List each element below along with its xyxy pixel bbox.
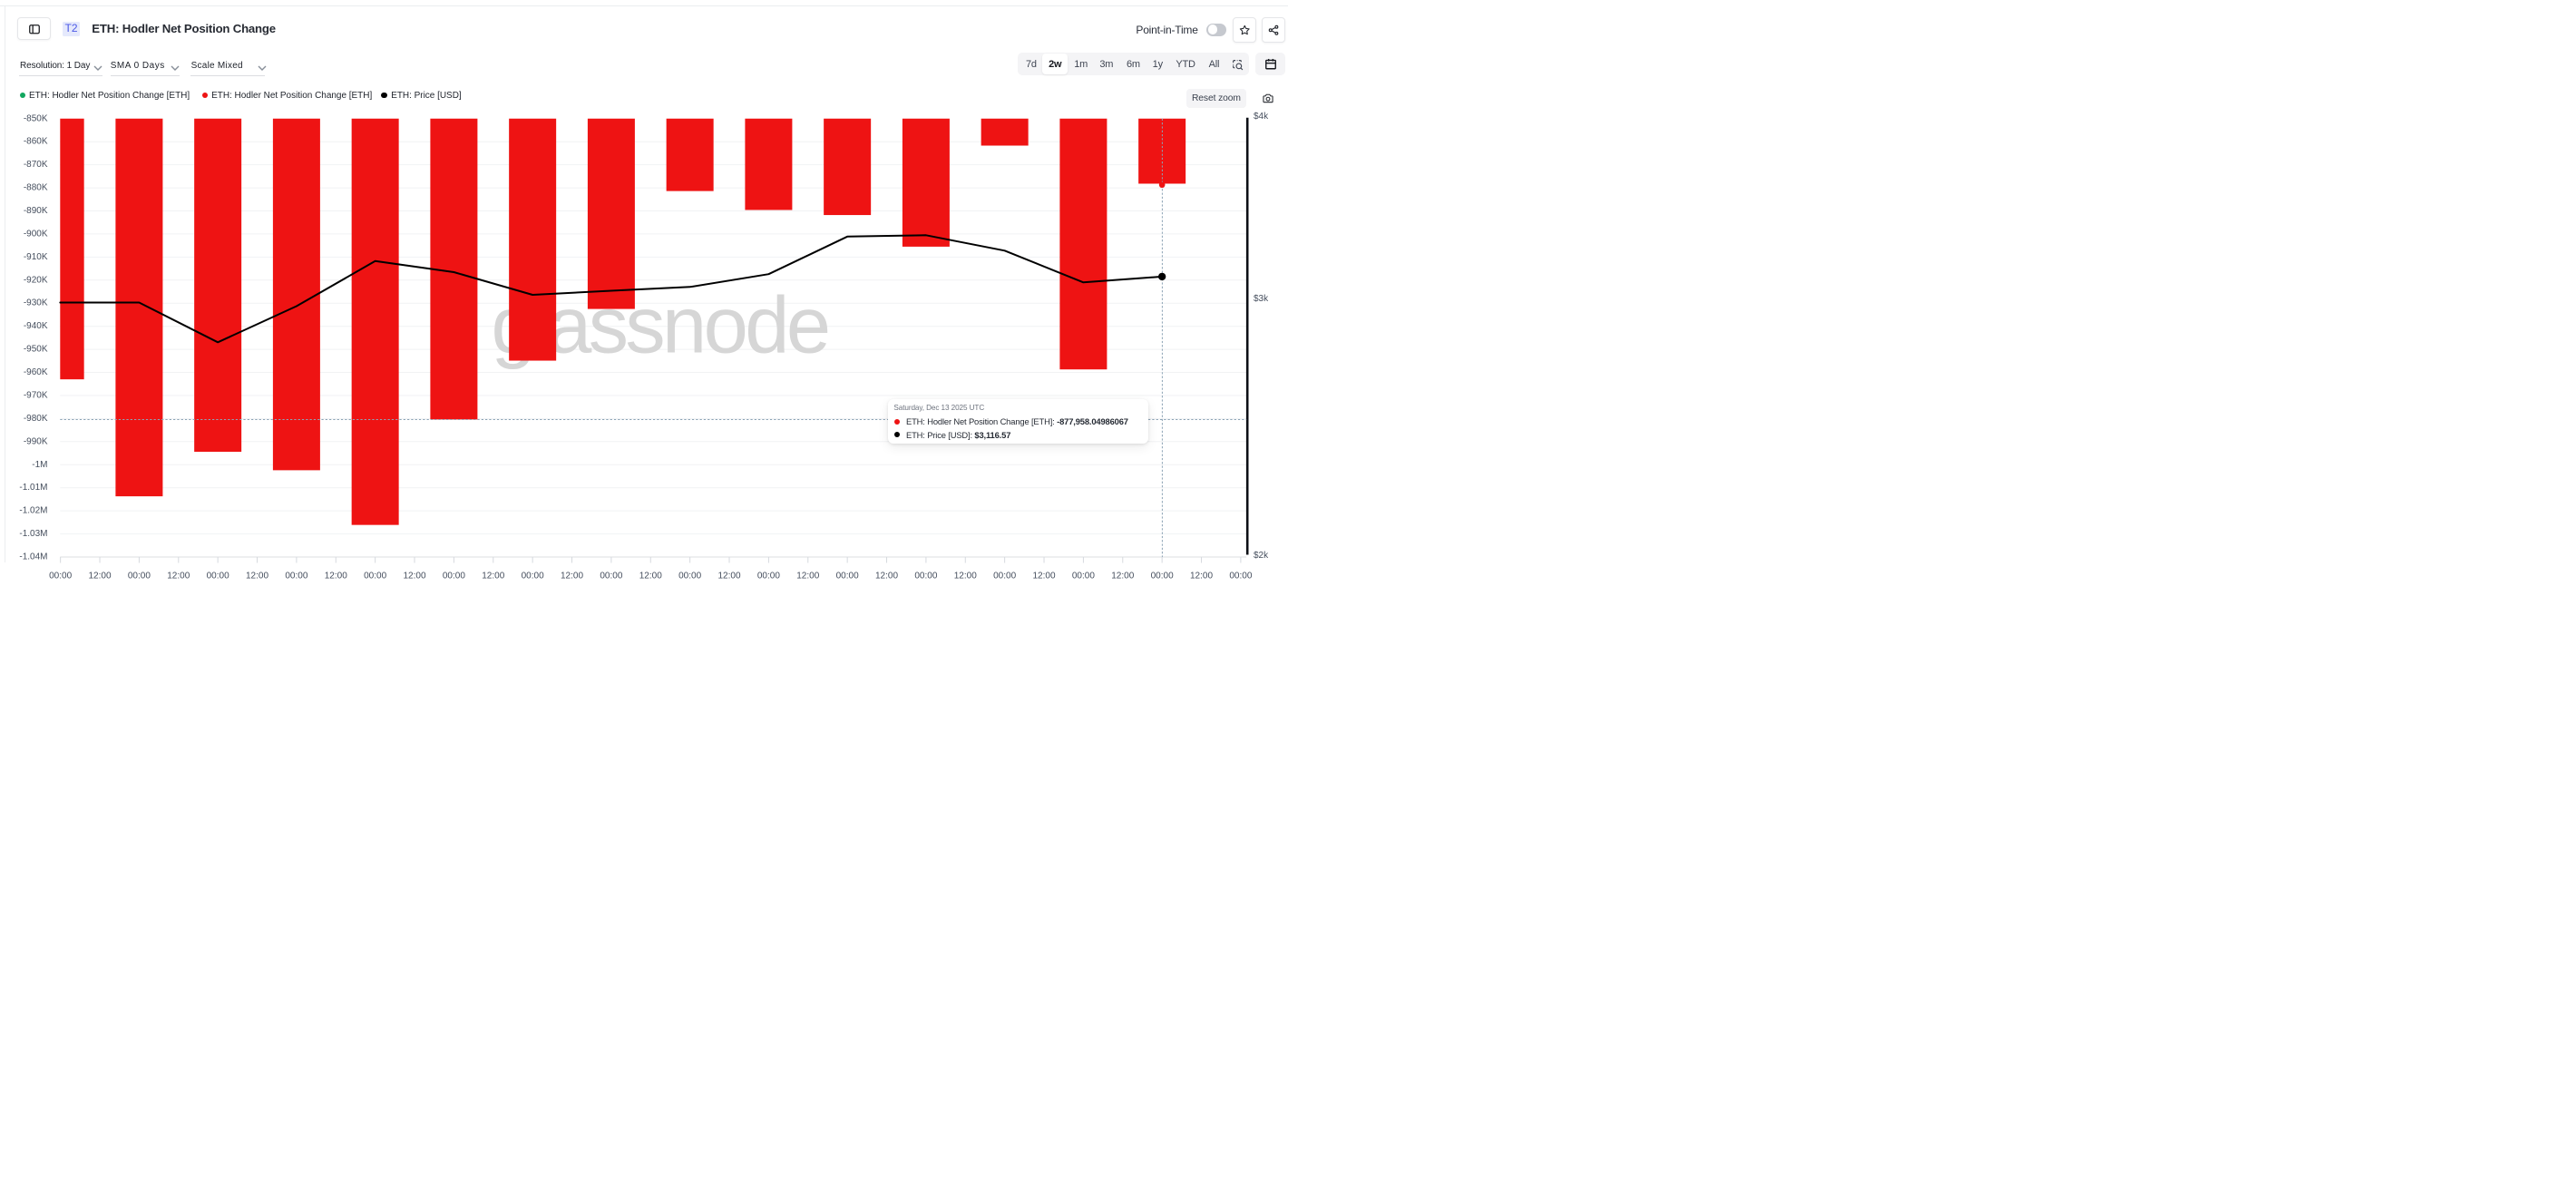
svg-text:$4k: $4k xyxy=(1254,112,1269,122)
svg-text:12:00: 12:00 xyxy=(639,572,662,581)
svg-text:-910K: -910K xyxy=(24,252,48,262)
svg-text:00:00: 00:00 xyxy=(1151,572,1174,581)
svg-text:-1.01M: -1.01M xyxy=(19,483,47,493)
svg-text:00:00: 00:00 xyxy=(207,572,229,581)
svg-text:12:00: 12:00 xyxy=(796,572,819,581)
svg-text:00:00: 00:00 xyxy=(993,572,1016,581)
svg-text:00:00: 00:00 xyxy=(600,572,622,581)
svg-text:12:00: 12:00 xyxy=(482,572,504,581)
svg-text:12:00: 12:00 xyxy=(954,572,977,581)
svg-text:12:00: 12:00 xyxy=(246,572,268,581)
svg-text:-880K: -880K xyxy=(24,183,48,193)
svg-text:-920K: -920K xyxy=(24,275,48,285)
svg-text:00:00: 00:00 xyxy=(836,572,859,581)
svg-text:12:00: 12:00 xyxy=(404,572,426,581)
svg-text:$3k: $3k xyxy=(1254,294,1269,304)
svg-text:-850K: -850K xyxy=(24,113,48,123)
svg-text:00:00: 00:00 xyxy=(522,572,544,581)
svg-text:-900K: -900K xyxy=(24,229,48,239)
svg-text:-1.04M: -1.04M xyxy=(19,552,47,562)
svg-text:00:00: 00:00 xyxy=(285,572,307,581)
svg-text:12:00: 12:00 xyxy=(1111,572,1134,581)
svg-text:-860K: -860K xyxy=(24,137,48,147)
svg-text:-960K: -960K xyxy=(24,367,48,377)
svg-text:-930K: -930K xyxy=(24,298,48,308)
svg-text:00:00: 00:00 xyxy=(49,572,72,581)
svg-text:00:00: 00:00 xyxy=(443,572,465,581)
svg-text:-980K: -980K xyxy=(24,414,48,424)
svg-text:12:00: 12:00 xyxy=(718,572,741,581)
svg-text:00:00: 00:00 xyxy=(757,572,780,581)
svg-text:00:00: 00:00 xyxy=(914,572,937,581)
svg-text:-870K: -870K xyxy=(24,160,48,170)
svg-text:12:00: 12:00 xyxy=(561,572,583,581)
svg-text:12:00: 12:00 xyxy=(167,572,190,581)
svg-text:00:00: 00:00 xyxy=(364,572,386,581)
svg-text:00:00: 00:00 xyxy=(128,572,151,581)
svg-text:-970K: -970K xyxy=(24,391,48,401)
svg-text:-1.02M: -1.02M xyxy=(19,506,47,516)
svg-text:12:00: 12:00 xyxy=(325,572,347,581)
svg-text:-940K: -940K xyxy=(24,321,48,331)
svg-text:-990K: -990K xyxy=(24,436,48,446)
svg-text:12:00: 12:00 xyxy=(875,572,898,581)
svg-text:12:00: 12:00 xyxy=(1033,572,1056,581)
svg-text:-1M: -1M xyxy=(32,460,47,470)
svg-text:-950K: -950K xyxy=(24,345,48,355)
svg-text:-1.03M: -1.03M xyxy=(19,529,47,539)
svg-text:00:00: 00:00 xyxy=(1072,572,1095,581)
svg-text:-890K: -890K xyxy=(24,206,48,216)
svg-text:00:00: 00:00 xyxy=(1229,572,1252,581)
svg-text:12:00: 12:00 xyxy=(1190,572,1213,581)
svg-text:00:00: 00:00 xyxy=(678,572,701,581)
svg-text:$2k: $2k xyxy=(1254,551,1269,561)
svg-text:12:00: 12:00 xyxy=(89,572,112,581)
